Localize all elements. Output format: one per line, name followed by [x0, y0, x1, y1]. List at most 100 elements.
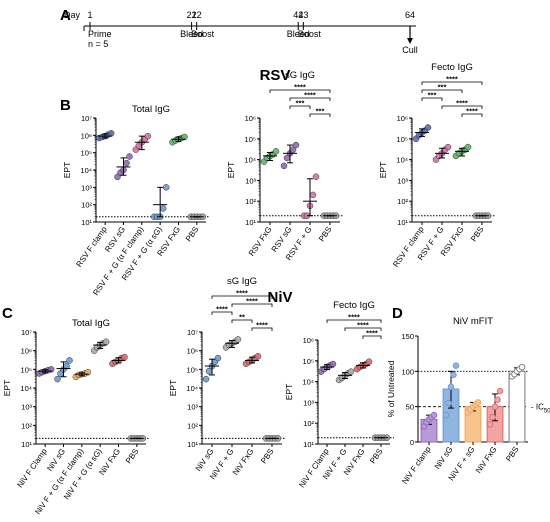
timeline-sub-1: n = 5	[88, 39, 108, 49]
significance-label: ****	[357, 321, 369, 330]
significance-label: ****	[466, 107, 478, 116]
bar	[508, 370, 526, 443]
significance-label: ****	[294, 83, 306, 92]
significance-bracket	[461, 113, 483, 117]
significance-label: ****	[216, 305, 228, 314]
data-point	[445, 399, 452, 407]
y-axis-label: EPT	[226, 162, 236, 179]
y-tick-label: 10²	[21, 421, 32, 430]
timeline-event-cull: Cull	[402, 45, 418, 55]
y-tick-label: 10⁷	[187, 328, 198, 337]
chart-title: Fecto IgG	[431, 62, 473, 73]
x-tick-label: PBS	[469, 225, 486, 243]
data-point	[452, 362, 460, 369]
y-tick-label: 10⁵	[187, 365, 198, 374]
data-point	[518, 363, 526, 371]
significance-label: **	[239, 313, 245, 322]
ic50-subscript: 50	[544, 409, 550, 415]
data-point	[66, 357, 73, 364]
data-point	[496, 387, 504, 395]
significance-bracket	[289, 105, 311, 109]
significance-bracket	[251, 327, 273, 331]
significance-label: ****	[236, 289, 248, 298]
x-tick-label: RSV F clamp	[391, 225, 426, 269]
timeline-event-1: Prime	[88, 29, 112, 39]
data-point	[464, 143, 472, 151]
y-tick-label: 10⁴	[186, 384, 198, 393]
timeline-event-22: Boost	[191, 29, 215, 39]
significance-label: ****	[348, 313, 360, 322]
significance-bracket	[211, 295, 273, 299]
data-point	[102, 338, 110, 346]
y-tick-label: 10⁵	[245, 135, 256, 144]
significance-bracket	[269, 89, 331, 93]
x-tick-label: PBS	[124, 447, 141, 465]
data-point	[309, 191, 317, 199]
data-point	[121, 353, 128, 361]
y-tick-label: 10⁴	[244, 156, 256, 165]
significance-label: ****	[304, 91, 316, 100]
chart-title: sG IgG	[285, 70, 315, 81]
data-point	[365, 358, 373, 366]
significance-bracket	[421, 89, 463, 93]
data-point	[280, 162, 288, 170]
data-point	[123, 159, 130, 167]
significance-label: ****	[366, 329, 378, 338]
data-point	[347, 368, 355, 375]
y-tick-label: 10³	[21, 403, 32, 412]
y-tick-label: 10²	[187, 421, 198, 430]
y-tick-label: 10⁶	[81, 131, 92, 140]
y-axis-label: EPT	[168, 380, 178, 397]
y-tick-label: 10⁶	[21, 347, 32, 356]
data-point	[312, 173, 320, 180]
x-tick-label: PBS	[504, 445, 521, 463]
y-tick-label: 10²	[303, 419, 314, 428]
data-point	[107, 130, 115, 137]
data-point	[292, 141, 300, 149]
y-tick-label: 10¹	[21, 440, 32, 449]
y-tick-label: 10¹	[187, 440, 198, 449]
data-point	[202, 375, 210, 383]
y-tick-label: 10³	[397, 176, 408, 185]
data-point	[254, 353, 262, 360]
y-axis-label: EPT	[2, 380, 12, 397]
data-point	[494, 396, 501, 403]
significance-label: ****	[256, 321, 268, 330]
y-tick-label: 10¹	[81, 218, 92, 227]
significance-bracket	[362, 335, 382, 339]
y-tick-label: 10⁵	[21, 365, 32, 374]
y-tick-label: 10⁵	[303, 357, 314, 366]
data-point	[424, 124, 432, 131]
timeline-day-64: 64	[405, 10, 415, 20]
y-axis-label: EPT	[378, 162, 388, 179]
ic50-label: - IC50	[531, 403, 550, 415]
x-tick-label: PBS	[184, 225, 201, 243]
significance-bracket	[289, 97, 331, 101]
x-tick-label: PBS	[368, 447, 385, 465]
panel-letter-c: C	[2, 305, 13, 322]
y-tick-label: 10⁴	[396, 156, 408, 165]
y-tick-label: 10⁴	[302, 378, 314, 387]
y-tick-label: 10³	[81, 183, 92, 192]
data-point	[126, 153, 133, 160]
panel-letter-b: B	[60, 97, 71, 114]
significance-bracket	[211, 311, 233, 315]
data-point	[491, 403, 499, 410]
y-tick-label: 10⁶	[303, 336, 314, 345]
significance-bracket	[421, 97, 443, 101]
x-tick-label: NiV F clamp	[400, 445, 433, 486]
timeline-day-43: 43	[298, 10, 308, 20]
y-tick-label: 10⁴	[20, 384, 32, 393]
timeline-cull-arrowhead	[407, 38, 413, 44]
y-tick-label: 10³	[187, 403, 198, 412]
y-tick-label: 10²	[245, 197, 256, 206]
data-point	[54, 375, 61, 383]
significance-bracket	[309, 113, 331, 117]
y-tick-label: 10⁵	[397, 135, 408, 144]
y-tick-label: 10⁷	[21, 328, 32, 337]
y-tick-label: 150	[401, 332, 414, 341]
chart-b3: Fecto IgG 10¹ 10² 10³ 10⁴ 10⁵ 10⁶ EPT RSV F clam…	[378, 62, 496, 269]
significance-bracket	[231, 303, 273, 307]
significance-label: ***	[296, 99, 305, 108]
